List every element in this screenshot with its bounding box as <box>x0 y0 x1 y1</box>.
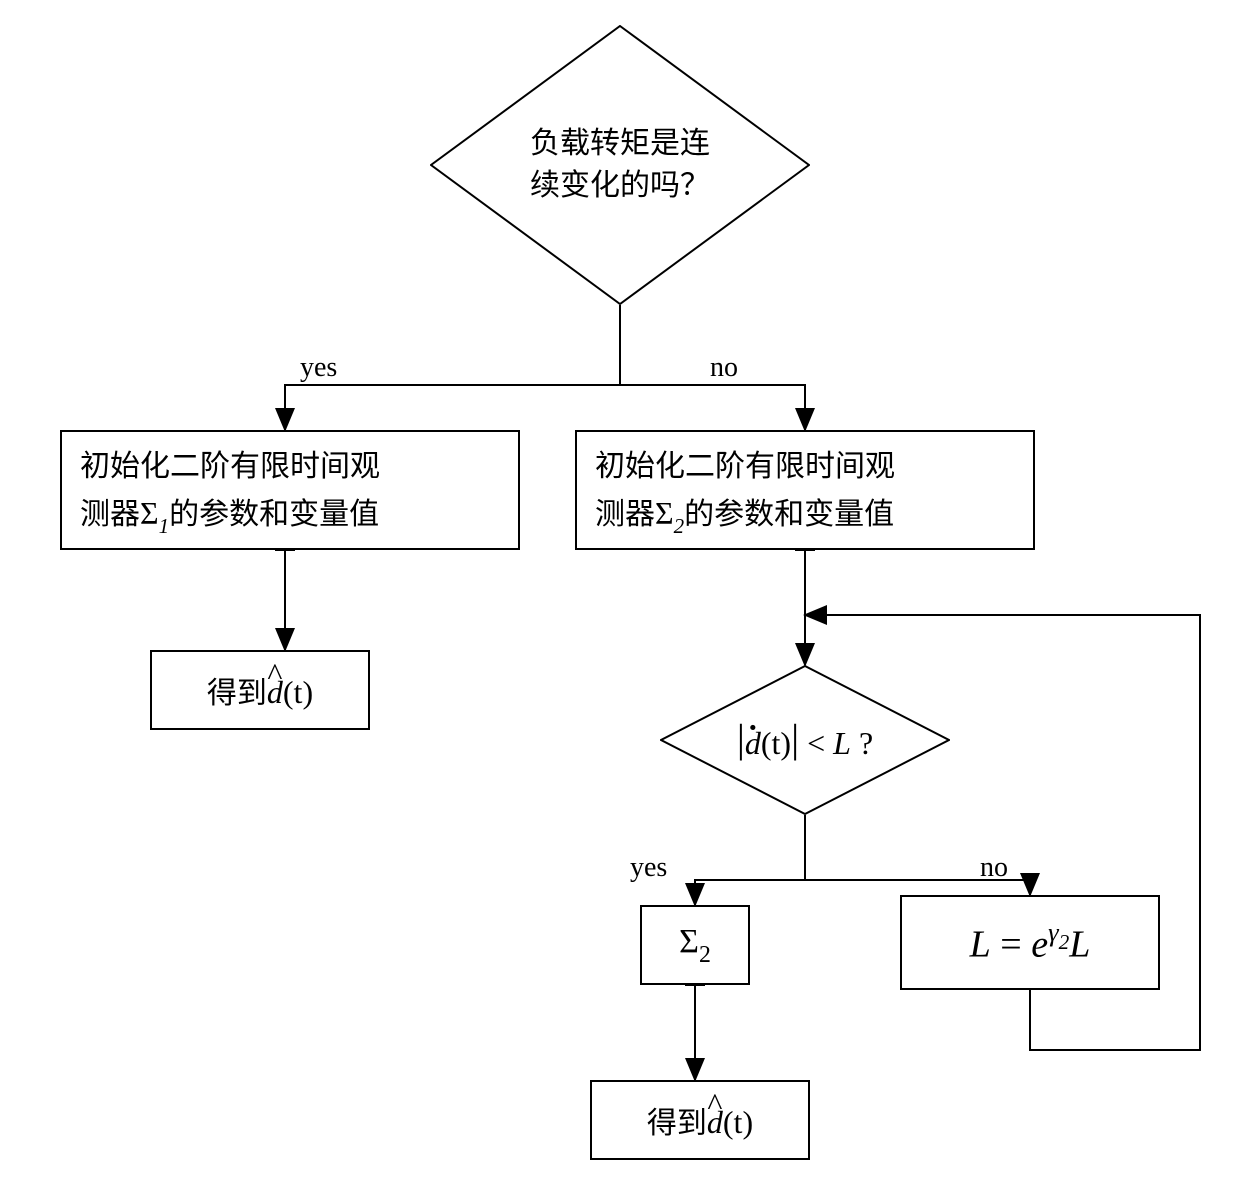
top-yes-label: yes <box>300 352 337 384</box>
update-expr: L = eγ2L <box>970 919 1091 967</box>
top-no-label: no <box>710 352 738 384</box>
top-diamond-line2: 续变化的吗？ <box>530 169 710 202</box>
top-diamond-line1: 负载转矩是连 <box>530 127 710 160</box>
update-box: L = eγ2L <box>900 895 1160 990</box>
edge-split-to-right <box>620 385 805 430</box>
flowchart-container: 负载转矩是连 续变化的吗？ 初始化二阶有限时间观 测器Σ1的参数和变量值 初始化… <box>0 0 1240 1188</box>
mid-yes-label: yes <box>630 852 667 884</box>
edge-branch-to-sigma <box>695 880 805 905</box>
top-decision-diamond: 负载转矩是连 续变化的吗？ <box>430 25 810 305</box>
sigma-box: Σ2 <box>640 905 750 985</box>
right-init-line2: 测器Σ2的参数和变量值 <box>595 489 1015 541</box>
left-init-line2: 测器Σ1的参数和变量值 <box>80 489 500 541</box>
left-init-line1: 初始化二阶有限时间观 <box>80 444 500 489</box>
mid-diamond-expr: |d(t)| < L ? <box>737 717 873 764</box>
mid-decision-diamond: |d(t)| < L ? <box>660 665 950 815</box>
right-init-line1: 初始化二阶有限时间观 <box>595 444 1015 489</box>
left-init-box: 初始化二阶有限时间观 测器Σ1的参数和变量值 <box>60 430 520 550</box>
edge-split-to-left <box>285 385 620 430</box>
left-output-box: 得到d(t) <box>150 650 370 730</box>
mid-no-label: no <box>980 852 1008 884</box>
right-output-box: 得到d(t) <box>590 1080 810 1160</box>
right-init-box: 初始化二阶有限时间观 测器Σ2的参数和变量值 <box>575 430 1035 550</box>
